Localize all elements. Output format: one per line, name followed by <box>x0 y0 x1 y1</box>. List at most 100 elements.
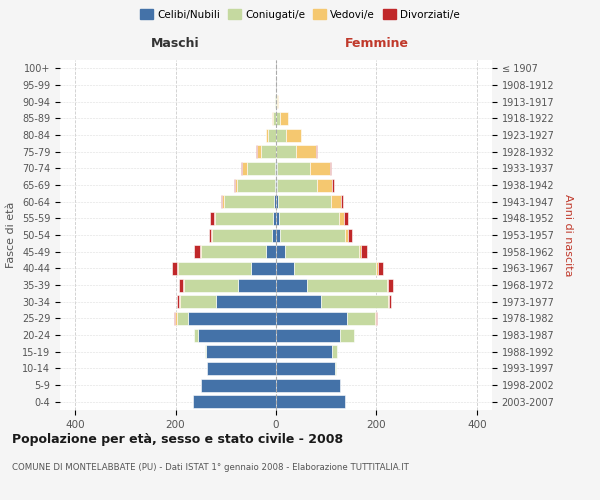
Bar <box>293 262 376 275</box>
Bar <box>359 245 361 258</box>
Bar <box>174 312 175 325</box>
Bar <box>176 295 179 308</box>
Bar <box>376 312 377 325</box>
Bar <box>285 245 359 258</box>
Bar <box>242 162 247 175</box>
Bar <box>193 395 276 408</box>
Bar <box>194 328 198 342</box>
Bar <box>276 212 278 225</box>
Bar <box>200 378 276 392</box>
Bar <box>273 212 276 225</box>
Bar <box>256 145 257 158</box>
Bar <box>238 178 275 192</box>
Bar <box>379 262 383 275</box>
Bar <box>347 312 375 325</box>
Bar <box>341 195 343 208</box>
Bar <box>274 112 276 125</box>
Bar <box>275 162 276 175</box>
Bar <box>276 328 340 342</box>
Bar <box>247 162 275 175</box>
Bar <box>280 228 346 241</box>
Text: Femmine: Femmine <box>344 37 409 50</box>
Text: COMUNE DI MONTELABBATE (PU) - Dati ISTAT 1° gennaio 2008 - Elaborazione TUTTITAL: COMUNE DI MONTELABBATE (PU) - Dati ISTAT… <box>12 462 409 471</box>
Bar <box>257 145 261 158</box>
Bar <box>316 145 317 158</box>
Bar <box>275 178 276 192</box>
Bar <box>198 328 276 342</box>
Bar <box>307 278 386 291</box>
Bar <box>331 195 341 208</box>
Bar <box>276 295 321 308</box>
Bar <box>275 95 276 108</box>
Bar <box>268 128 276 141</box>
Bar <box>386 278 388 291</box>
Bar <box>276 228 280 241</box>
Bar <box>388 295 389 308</box>
Bar <box>340 328 355 342</box>
Bar <box>224 195 274 208</box>
Bar <box>346 228 348 241</box>
Bar <box>376 262 379 275</box>
Bar <box>310 162 330 175</box>
Bar <box>339 212 344 225</box>
Bar <box>210 212 214 225</box>
Bar <box>317 178 332 192</box>
Bar <box>179 295 216 308</box>
Bar <box>276 245 285 258</box>
Bar <box>177 312 188 325</box>
Bar <box>216 295 276 308</box>
Bar <box>332 345 337 358</box>
Bar <box>361 245 367 258</box>
Bar <box>276 128 286 141</box>
Bar <box>321 295 388 308</box>
Bar <box>335 362 336 375</box>
Bar <box>266 245 276 258</box>
Bar <box>212 228 272 241</box>
Bar <box>276 112 280 125</box>
Bar <box>274 195 276 208</box>
Bar <box>194 245 200 258</box>
Bar <box>344 212 348 225</box>
Bar <box>276 145 296 158</box>
Bar <box>205 345 206 358</box>
Text: Maschi: Maschi <box>151 37 200 50</box>
Bar <box>276 162 277 175</box>
Bar <box>277 162 310 175</box>
Bar <box>238 278 276 291</box>
Bar <box>278 212 339 225</box>
Bar <box>375 312 376 325</box>
Bar <box>388 278 392 291</box>
Bar <box>276 362 335 375</box>
Bar <box>276 262 293 275</box>
Bar <box>175 312 177 325</box>
Bar <box>261 145 276 158</box>
Bar <box>200 245 266 258</box>
Bar <box>209 228 211 241</box>
Bar <box>177 262 178 275</box>
Bar <box>251 262 276 275</box>
Bar <box>276 278 307 291</box>
Bar <box>206 345 276 358</box>
Bar <box>184 278 238 291</box>
Bar <box>241 162 242 175</box>
Bar <box>183 278 184 291</box>
Y-axis label: Anni di nascita: Anni di nascita <box>563 194 573 276</box>
Bar <box>215 212 273 225</box>
Bar <box>179 278 183 291</box>
Bar <box>206 362 276 375</box>
Bar <box>276 178 277 192</box>
Bar <box>222 195 224 208</box>
Bar <box>272 228 276 241</box>
Bar <box>278 195 331 208</box>
Y-axis label: Fasce di età: Fasce di età <box>7 202 16 268</box>
Bar <box>211 228 212 241</box>
Bar <box>330 162 331 175</box>
Bar <box>389 295 391 308</box>
Bar <box>276 345 332 358</box>
Legend: Celibi/Nubili, Coniugati/e, Vedovi/e, Divorziati/e: Celibi/Nubili, Coniugati/e, Vedovi/e, Di… <box>136 5 464 24</box>
Bar <box>286 128 301 141</box>
Bar <box>348 228 352 241</box>
Bar <box>296 145 316 158</box>
Bar <box>276 395 346 408</box>
Bar <box>235 178 238 192</box>
